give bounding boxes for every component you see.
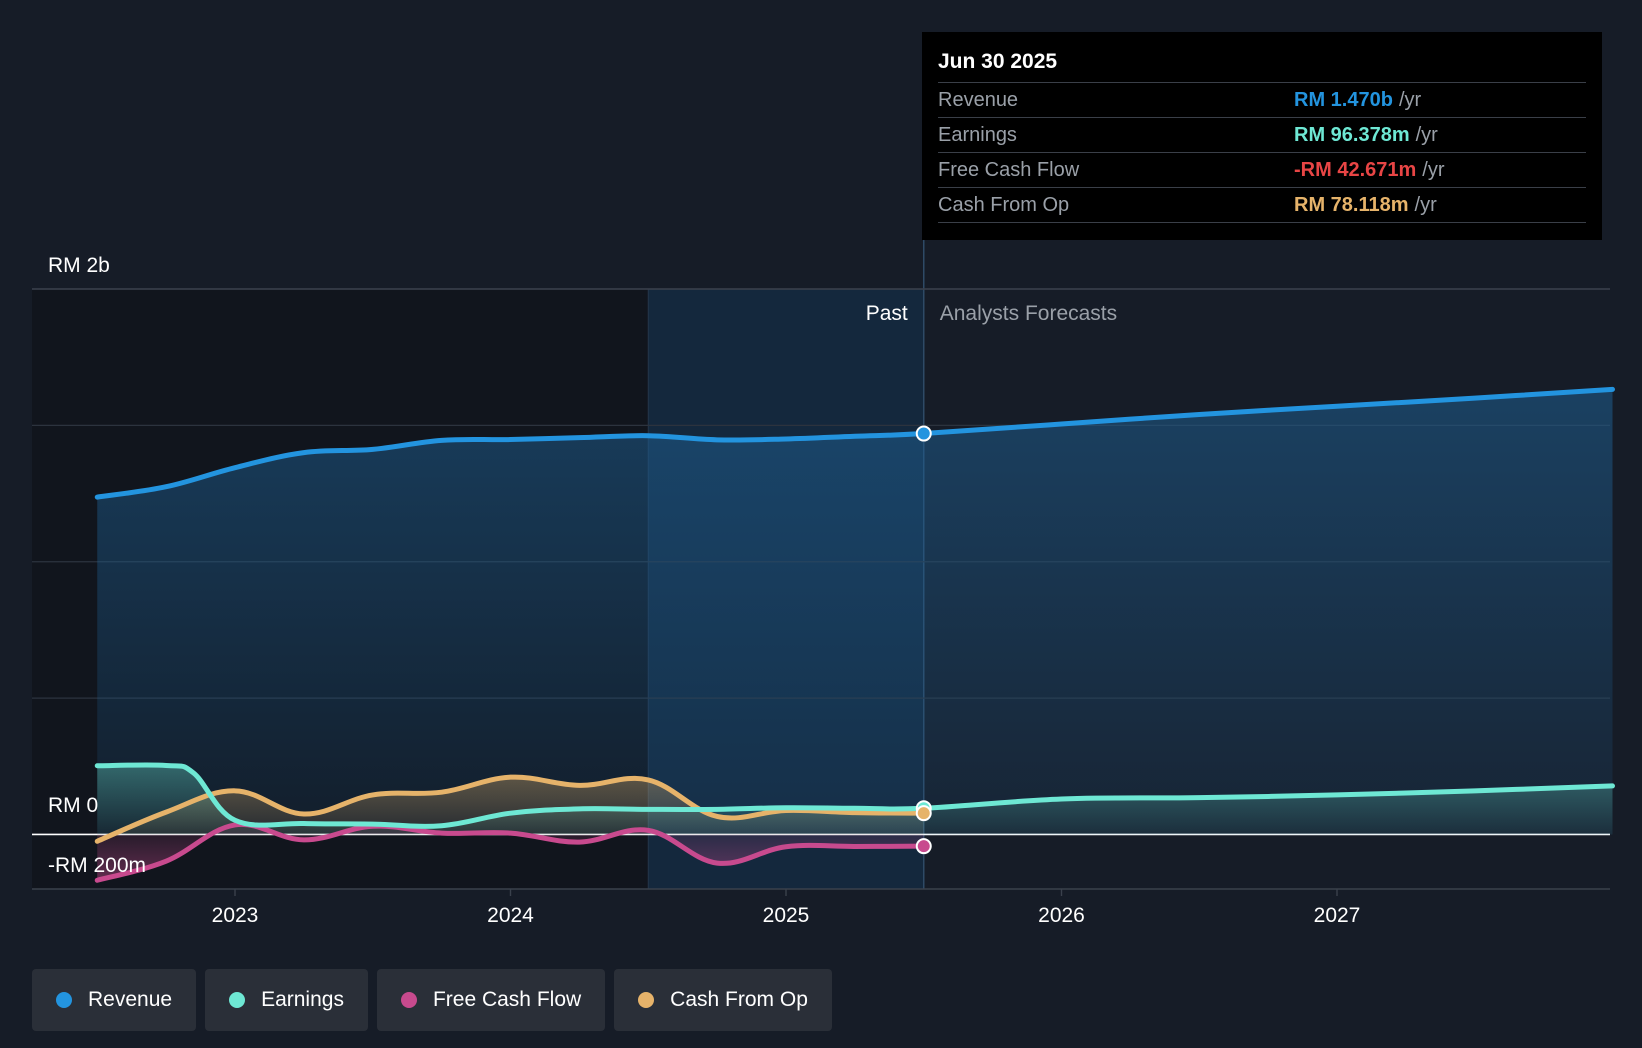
tooltip-label: Earnings bbox=[938, 124, 1017, 146]
marker-free-cash-flow bbox=[915, 838, 932, 855]
tooltip-value: RM 96.378m bbox=[1294, 124, 1410, 146]
x-tick-label: 2023 bbox=[212, 904, 259, 927]
line-free-cash-flow bbox=[94, 821, 927, 883]
tooltip-label: Revenue bbox=[938, 89, 1019, 111]
tooltip-unit: /yr bbox=[1398, 89, 1422, 111]
tooltip-row-revenue: Revenue RM 1.470b /yr bbox=[938, 83, 1586, 118]
area-earnings bbox=[97, 764, 1613, 835]
tooltip-unit: /yr bbox=[1415, 124, 1438, 146]
legend-item-free-cash-flow[interactable]: Free Cash Flow bbox=[376, 969, 606, 1031]
tooltip-row-earnings: Earnings RM 96.378m /yr bbox=[938, 118, 1586, 153]
y-label-bottom: -RM 200m bbox=[48, 854, 146, 877]
x-tick-label: 2024 bbox=[487, 904, 534, 927]
x-tick-label: 2025 bbox=[763, 904, 810, 927]
area-revenue bbox=[97, 389, 1613, 835]
legend-item-cash-from-op[interactable]: Cash From Op bbox=[614, 969, 832, 1031]
chart-legend: Revenue Earnings Free Cash Flow Cash Fro… bbox=[32, 969, 832, 1031]
tooltip-unit: /yr bbox=[1414, 194, 1437, 216]
legend-label: Revenue bbox=[88, 988, 173, 1011]
tooltip-value: RM 78.118m bbox=[1294, 194, 1409, 216]
legend-label: Earnings bbox=[261, 988, 344, 1011]
legend-item-earnings[interactable]: Earnings bbox=[205, 969, 368, 1031]
marker-revenue bbox=[915, 425, 932, 442]
line-cash-from-op bbox=[94, 774, 927, 844]
x-tick-label: 2026 bbox=[1038, 904, 1085, 927]
tooltip-row-cash-from-op: Cash From Op RM 78.118m /yr bbox=[938, 188, 1586, 223]
y-label-top: RM 2b bbox=[48, 254, 110, 277]
tooltip-label: Free Cash Flow bbox=[938, 159, 1080, 181]
tooltip-value: -RM 42.671m bbox=[1294, 159, 1417, 181]
tooltip-unit: /yr bbox=[1422, 159, 1445, 181]
legend-dot-icon bbox=[56, 992, 72, 1008]
y-label-zero: RM 0 bbox=[48, 794, 98, 817]
tooltip-panel: Jun 30 2025 Revenue RM 1.470b /yr Earnin… bbox=[922, 32, 1602, 240]
line-revenue bbox=[94, 386, 1615, 500]
legend-item-revenue[interactable]: Revenue bbox=[32, 969, 197, 1031]
legend-label: Free Cash Flow bbox=[432, 988, 582, 1011]
tooltip-label: Cash From Op bbox=[938, 194, 1070, 216]
legend-dot-icon bbox=[638, 992, 655, 1008]
tooltip-date: Jun 30 2025 bbox=[938, 46, 1586, 83]
legend-dot-icon bbox=[400, 992, 417, 1008]
legend-label: Cash From Op bbox=[670, 988, 808, 1011]
tooltip-row-free-cash-flow: Free Cash Flow -RM 42.671m /yr bbox=[938, 153, 1586, 188]
line-earnings bbox=[94, 762, 1615, 829]
marker-cash-from-op bbox=[915, 805, 932, 822]
forecast-label: Analysts Forecasts bbox=[940, 302, 1117, 325]
tooltip-value: RM 1.470b bbox=[1294, 89, 1393, 111]
past-label: Past bbox=[866, 302, 908, 325]
x-tick-label: 2027 bbox=[1314, 904, 1361, 927]
legend-dot-icon bbox=[229, 992, 246, 1008]
